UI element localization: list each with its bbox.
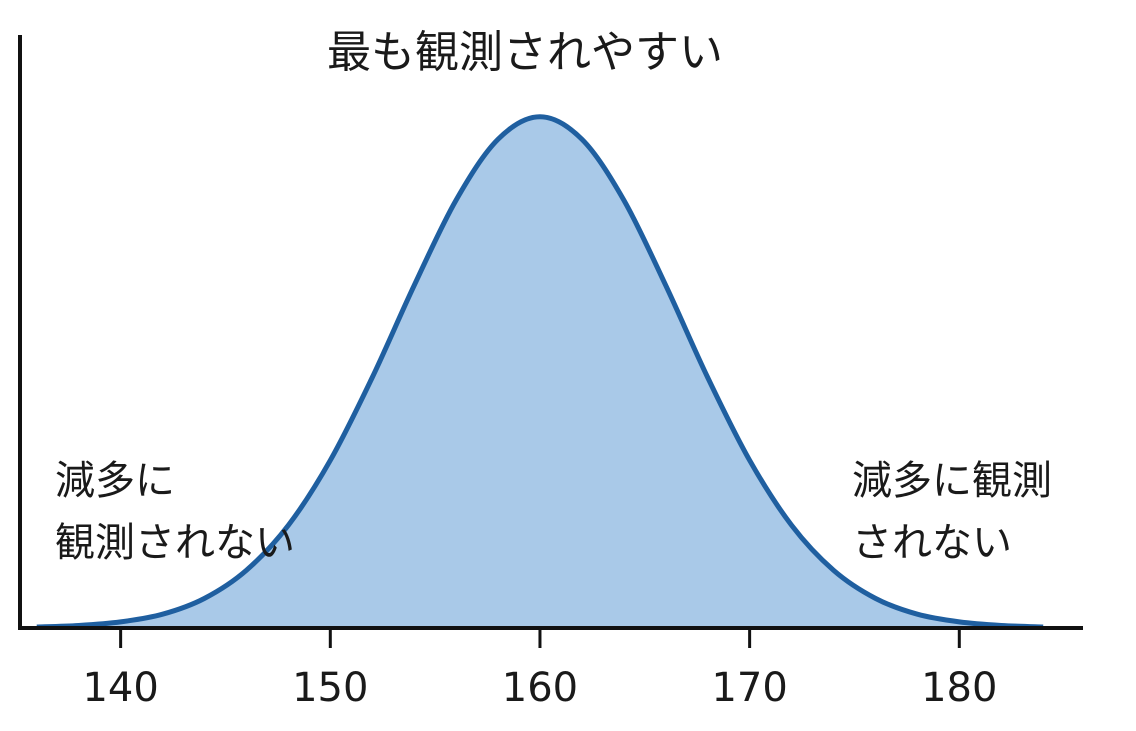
annotation: 減多に (55, 458, 175, 504)
x-tick-label: 160 (502, 665, 578, 711)
area-fill (36, 116, 1044, 629)
annotation: されない (852, 520, 1012, 566)
x-tick-label: 140 (82, 665, 158, 711)
annotation: 観測されない (55, 520, 295, 566)
x-tick-label: 150 (292, 665, 368, 711)
x-tick-label: 180 (921, 665, 997, 711)
chart-title: 最も観測されやすい (327, 27, 723, 78)
curve-line (36, 114, 1044, 630)
x-tick-label: 170 (711, 665, 787, 711)
annotation: 減多に観測 (852, 458, 1052, 504)
